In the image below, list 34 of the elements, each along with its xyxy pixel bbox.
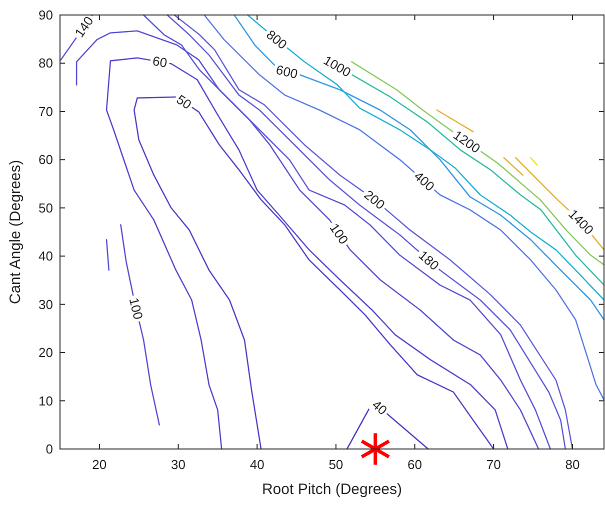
- y-tick-label: 60: [38, 152, 53, 168]
- x-tick-label: 80: [565, 457, 580, 472]
- y-tick-label: 10: [38, 393, 53, 408]
- text: 600: [274, 62, 300, 82]
- text: 200: [361, 187, 388, 212]
- x-tick-label: 60: [408, 457, 422, 472]
- x-tick-label: 50: [328, 457, 344, 472]
- text: 50: [174, 92, 194, 112]
- y-axis-title: Cant Angle (Degrees): [7, 160, 24, 304]
- line-series: [106, 57, 508, 450]
- text: 60: [151, 53, 168, 70]
- text: 180: [416, 248, 442, 274]
- text: 40: [369, 397, 390, 418]
- text: 800: [264, 26, 290, 52]
- y-tick-label: 70: [38, 104, 53, 119]
- y-tick-label: 30: [38, 296, 53, 312]
- x-tick-label: 40: [250, 457, 264, 472]
- text: 1000: [320, 52, 354, 80]
- text: 140: [72, 14, 96, 40]
- y-tick-label: 90: [38, 8, 53, 22]
- text: 100: [326, 220, 352, 247]
- y-tick-label: 0: [46, 442, 53, 456]
- x-tick-label: 70: [486, 457, 501, 472]
- text: 100: [126, 296, 146, 321]
- x-tick-label: 20: [92, 457, 107, 472]
- y-tick-label: 40: [38, 248, 53, 264]
- y-tick-label: 80: [38, 56, 53, 71]
- x-axis-title: Root Pitch (Degrees): [262, 481, 402, 498]
- x-tick-label: 30: [171, 457, 186, 472]
- text: 400: [411, 168, 438, 194]
- text: 1200: [450, 127, 483, 156]
- y-tick-label: 20: [38, 345, 53, 360]
- y-tick-label: 50: [38, 200, 53, 216]
- line-series: [204, 14, 605, 400]
